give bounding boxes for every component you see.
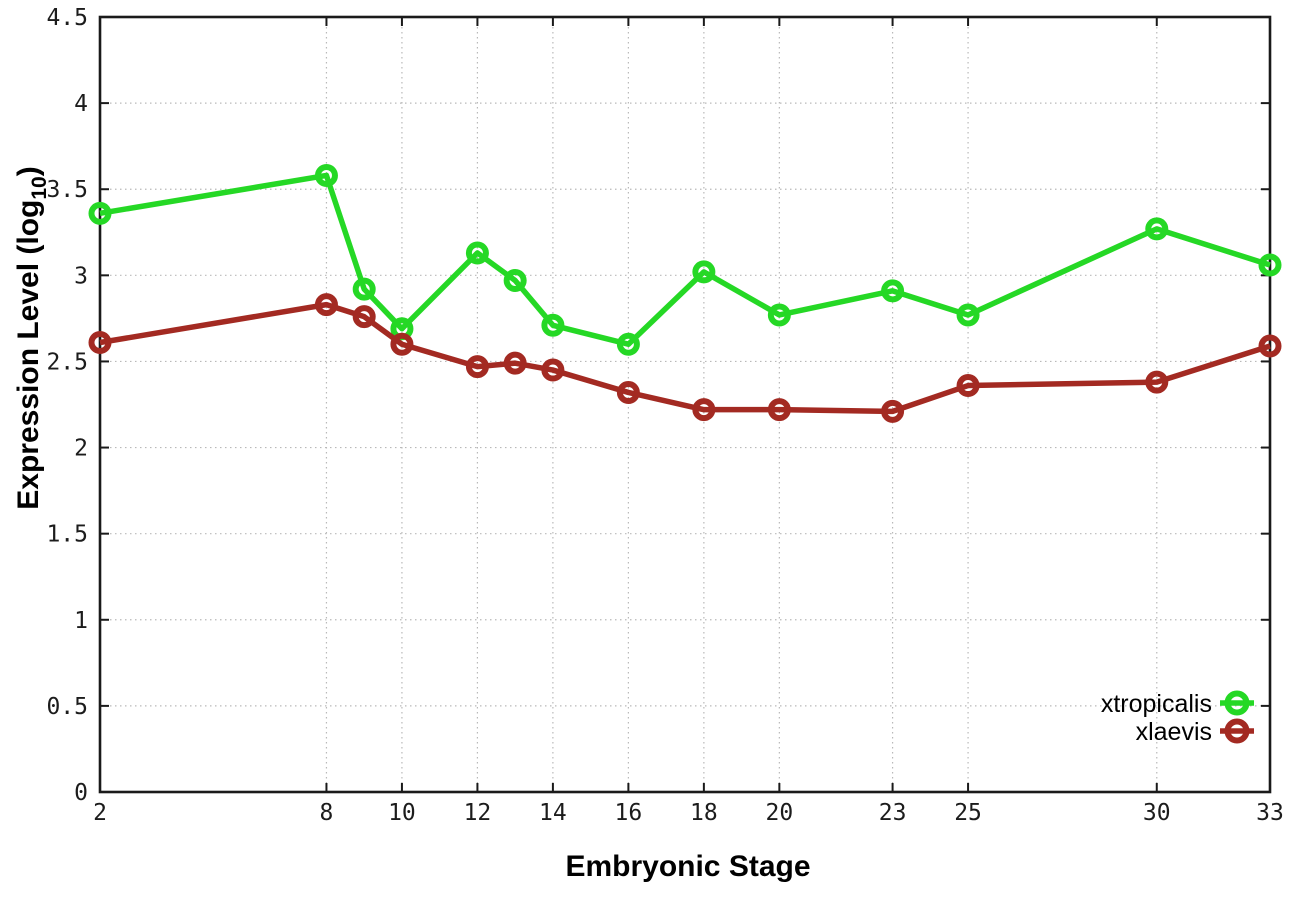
data-point-xlaevis — [767, 398, 791, 422]
data-point-xlaevis — [314, 293, 338, 317]
data-point-xtropicalis — [1258, 253, 1282, 277]
legend-label-xlaevis: xlaevis — [1136, 718, 1212, 746]
data-point-xtropicalis — [352, 277, 376, 301]
data-point-xtropicalis — [503, 269, 527, 292]
data-point-xlaevis — [956, 374, 980, 398]
data-point-xtropicalis — [956, 303, 980, 327]
data-point-xtropicalis — [88, 201, 112, 225]
data-point-xlaevis — [616, 380, 640, 404]
data-point-xtropicalis — [692, 260, 716, 284]
x-tick-label: 12 — [464, 800, 492, 826]
data-point-xlaevis — [465, 355, 489, 379]
data-point-xtropicalis — [541, 313, 565, 337]
x-tick-label: 2 — [93, 800, 107, 826]
legend-sample-marker-xlaevis — [1224, 718, 1250, 744]
data-point-xtropicalis — [1145, 217, 1169, 241]
y-tick-label: 2 — [74, 436, 88, 462]
data-point-xlaevis — [881, 399, 905, 423]
y-tick-label: 1 — [74, 608, 88, 634]
x-tick-label: 25 — [954, 800, 982, 826]
data-point-xtropicalis — [616, 332, 640, 356]
y-axis-title: Expression Level (log10) — [12, 166, 51, 509]
y-tick-label: 0 — [74, 780, 88, 806]
legend-sample-marker-xtropicalis — [1224, 690, 1250, 716]
data-point-xlaevis — [692, 398, 716, 422]
x-tick-label: 33 — [1256, 800, 1284, 826]
y-tick-label: 4.5 — [46, 5, 88, 31]
y-axis-title-subscript: 10 — [28, 176, 51, 199]
data-point-xtropicalis — [465, 241, 489, 265]
data-point-xtropicalis — [881, 279, 905, 303]
data-point-xlaevis — [541, 358, 565, 382]
y-tick-label: 0.5 — [46, 694, 88, 720]
data-point-xtropicalis — [767, 303, 791, 327]
y-tick-label: 3 — [74, 263, 88, 289]
x-tick-label: 30 — [1143, 800, 1171, 826]
data-point-xlaevis — [1258, 334, 1282, 358]
legend-label-xtropicalis: xtropicalis — [1101, 690, 1212, 718]
data-point-xlaevis — [88, 331, 112, 354]
x-tick-label: 14 — [539, 800, 567, 826]
y-axis-title-suffix: ) — [12, 166, 45, 176]
series-line-xlaevis — [99, 301, 1271, 415]
plot-area: 2 8 10 12 14 16 18 20 23 25 30 33 0 0.5 1 1.5 2 2.5 3 3.5 4 4… — [46, 5, 1283, 826]
x-tick-label: 23 — [879, 800, 907, 826]
plot-border — [98, 15, 1272, 794]
x-axis-title: Embryonic Stage — [565, 850, 810, 883]
data-point-xlaevis — [1145, 370, 1169, 394]
x-tick-label: 20 — [766, 800, 794, 826]
y-tick-label: 1.5 — [46, 522, 88, 548]
data-point-xlaevis — [390, 332, 414, 356]
y-tick-label: 3.5 — [46, 177, 88, 203]
x-tick-label: 8 — [320, 800, 334, 826]
y-tick-label: 2.5 — [46, 349, 88, 375]
x-tick-label: 18 — [690, 800, 718, 826]
x-tick-label: 10 — [388, 800, 416, 826]
y-axis-title-prefix: Expression Level (log — [12, 200, 45, 510]
series-line-xtropicalis — [99, 172, 1271, 347]
data-point-xtropicalis — [314, 163, 338, 187]
x-tick-label: 16 — [615, 800, 643, 826]
data-point-xlaevis — [503, 351, 527, 375]
data-point-xlaevis — [352, 305, 376, 329]
y-tick-label: 4 — [74, 91, 88, 117]
